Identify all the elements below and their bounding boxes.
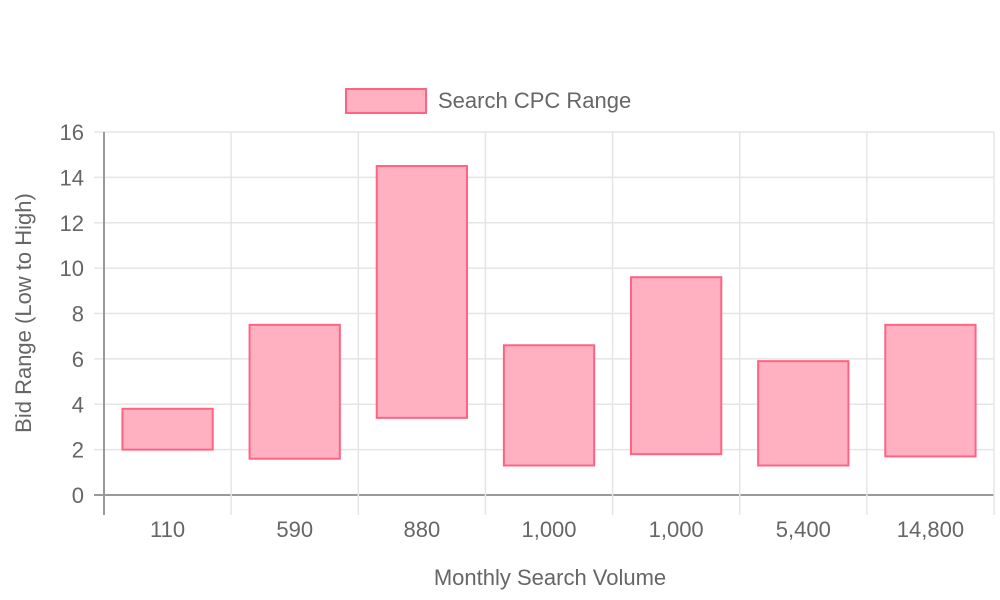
legend-swatch	[345, 88, 427, 114]
legend[interactable]: Search CPC Range	[345, 88, 631, 114]
x-tick-label: 14,800	[897, 517, 964, 542]
y-axis-ticks: 0 2 4 6 8 10 12 14 16	[60, 120, 84, 508]
y-tick-label: 2	[72, 438, 84, 463]
y-axis-title: Bid Range (Low to High)	[11, 193, 36, 433]
y-tick-label: 0	[72, 483, 84, 508]
bar-range[interactable]	[121, 407, 214, 451]
y-tick-label: 10	[60, 256, 84, 281]
legend-label-search-cpc-range: Search CPC Range	[438, 88, 631, 113]
y-tick-label: 14	[60, 165, 84, 190]
y-tick-label: 8	[72, 302, 84, 327]
y-tick-label: 4	[72, 392, 84, 417]
bar-range[interactable]	[375, 165, 468, 419]
x-axis-ticks: 110 590 880 1,000 1,000 5,400 14,800	[150, 517, 964, 542]
bar-range[interactable]	[630, 276, 723, 456]
bar-range[interactable]	[248, 323, 341, 460]
x-tick-label: 880	[403, 517, 440, 542]
y-tick-label: 16	[60, 120, 84, 145]
bars-group	[121, 165, 977, 467]
x-tick-label: 5,400	[776, 517, 831, 542]
bar-range[interactable]	[757, 360, 850, 467]
bar-range[interactable]	[502, 344, 596, 467]
grid-lines	[94, 131, 995, 515]
x-tick-label: 110	[150, 517, 185, 542]
bar-range[interactable]	[884, 323, 977, 458]
x-axis-title: Monthly Search Volume	[434, 565, 666, 590]
x-tick-label: 590	[276, 517, 313, 542]
x-tick-label: 1,000	[649, 517, 704, 542]
x-tick-label: 1,000	[521, 517, 576, 542]
y-tick-label: 6	[72, 347, 84, 372]
y-tick-label: 12	[60, 211, 84, 236]
